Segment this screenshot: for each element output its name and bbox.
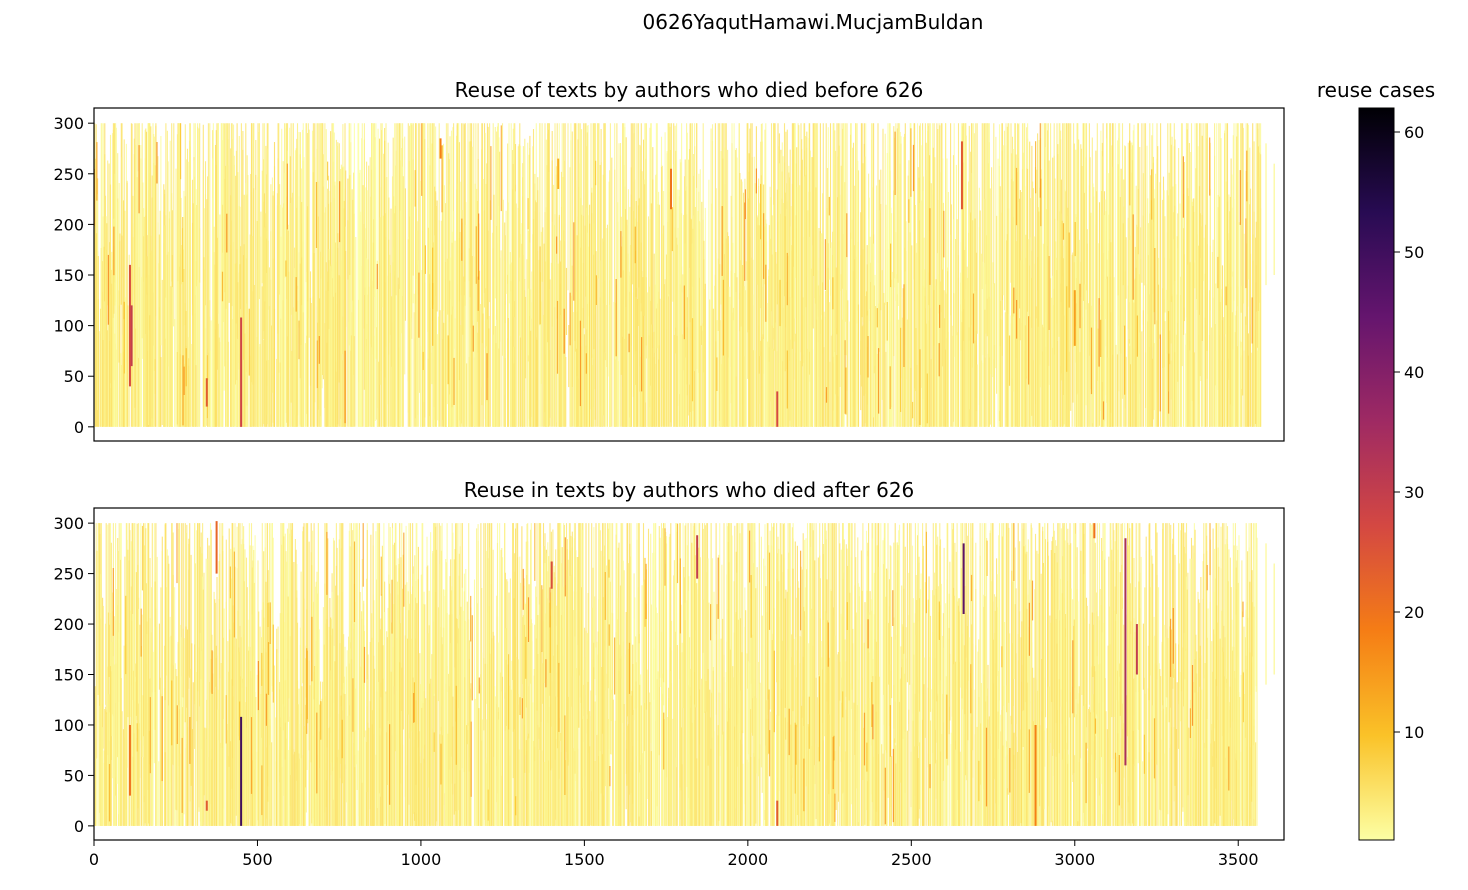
y-tick-label: 150: [53, 266, 84, 285]
y-tick-label: 200: [53, 215, 84, 234]
panel-before-y-axis: 0 50 100 150 200 250 300: [53, 114, 94, 437]
panel-before-title: Reuse of texts by authors who died befor…: [455, 78, 924, 102]
figure-suptitle: 0626YaqutHamawi.MucjamBuldan: [643, 10, 984, 34]
panel-before-heatmap: [94, 123, 1275, 427]
panel-after: Reuse in texts by authors who died after…: [53, 478, 1285, 869]
y-tick-label: 250: [53, 165, 84, 184]
y-tick-label: 50: [64, 367, 84, 386]
panel-before-frame: [93, 107, 1285, 442]
panel-after-title: Reuse in texts by authors who died after…: [464, 478, 915, 502]
panel-after-heatmap: [94, 521, 1275, 826]
y-tick-label: 100: [53, 317, 84, 336]
y-tick-label: 300: [53, 114, 84, 133]
panel-before: Reuse of texts by authors who died befor…: [53, 78, 1285, 442]
y-tick-label: 0: [74, 418, 84, 437]
